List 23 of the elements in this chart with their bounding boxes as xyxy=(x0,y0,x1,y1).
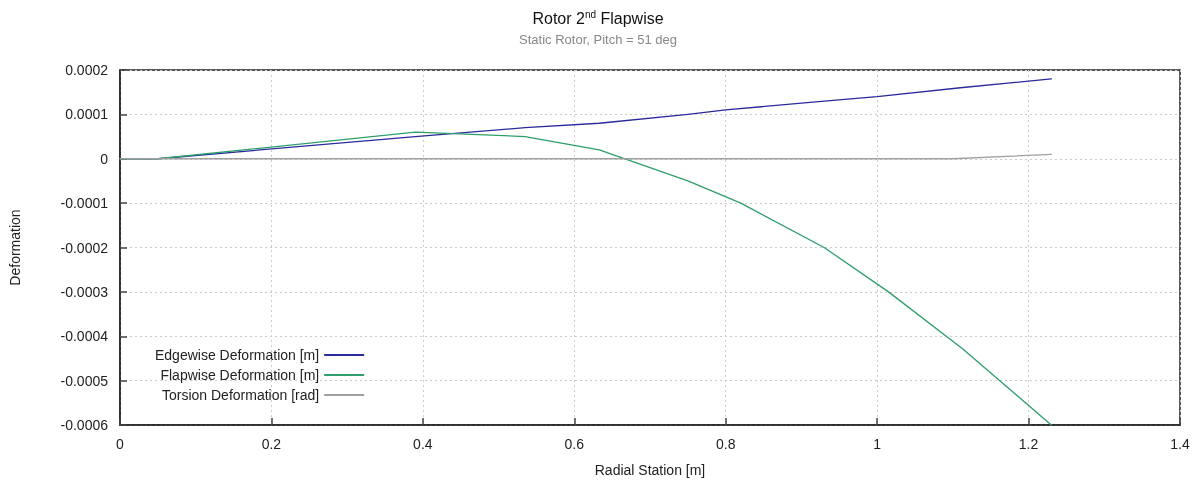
y-tick-label: -0.0003 xyxy=(60,283,109,300)
y-tick-label: 0.0002 xyxy=(65,62,109,78)
x-tick-label: 0 xyxy=(116,436,125,452)
y-tick-label: -0.0001 xyxy=(60,195,109,212)
y-tick-label: -0.0005 xyxy=(60,372,109,389)
y-tick-label: 0 xyxy=(100,150,109,167)
x-tick-label: 1.2 xyxy=(1018,436,1039,452)
x-tick-label: 0.4 xyxy=(413,436,433,452)
y-tick-label: -0.0006 xyxy=(60,417,109,433)
chart-subtitle: Static Rotor, Pitch = 51 deg xyxy=(519,31,677,47)
legend-label: Torsion Deformation [rad] xyxy=(161,387,320,403)
y-axis-title: Deformation xyxy=(7,209,23,286)
x-axis-title: Radial Station [m] xyxy=(594,462,706,478)
legend-label: Flapwise Deformation [m] xyxy=(160,367,320,383)
y-tick-label: 0.0001 xyxy=(65,106,109,123)
x-tick-label: 1.4 xyxy=(1170,436,1190,452)
x-tick-label: 0.6 xyxy=(564,436,585,452)
y-tick-label: -0.0002 xyxy=(60,239,109,256)
x-tick-label: 0.2 xyxy=(261,436,282,452)
legend-label: Edgewise Deformation [m] xyxy=(154,347,320,363)
x-tick-label: 0.8 xyxy=(715,436,736,452)
y-tick-label: -0.0004 xyxy=(60,328,109,345)
x-tick-label: 1 xyxy=(873,436,882,452)
